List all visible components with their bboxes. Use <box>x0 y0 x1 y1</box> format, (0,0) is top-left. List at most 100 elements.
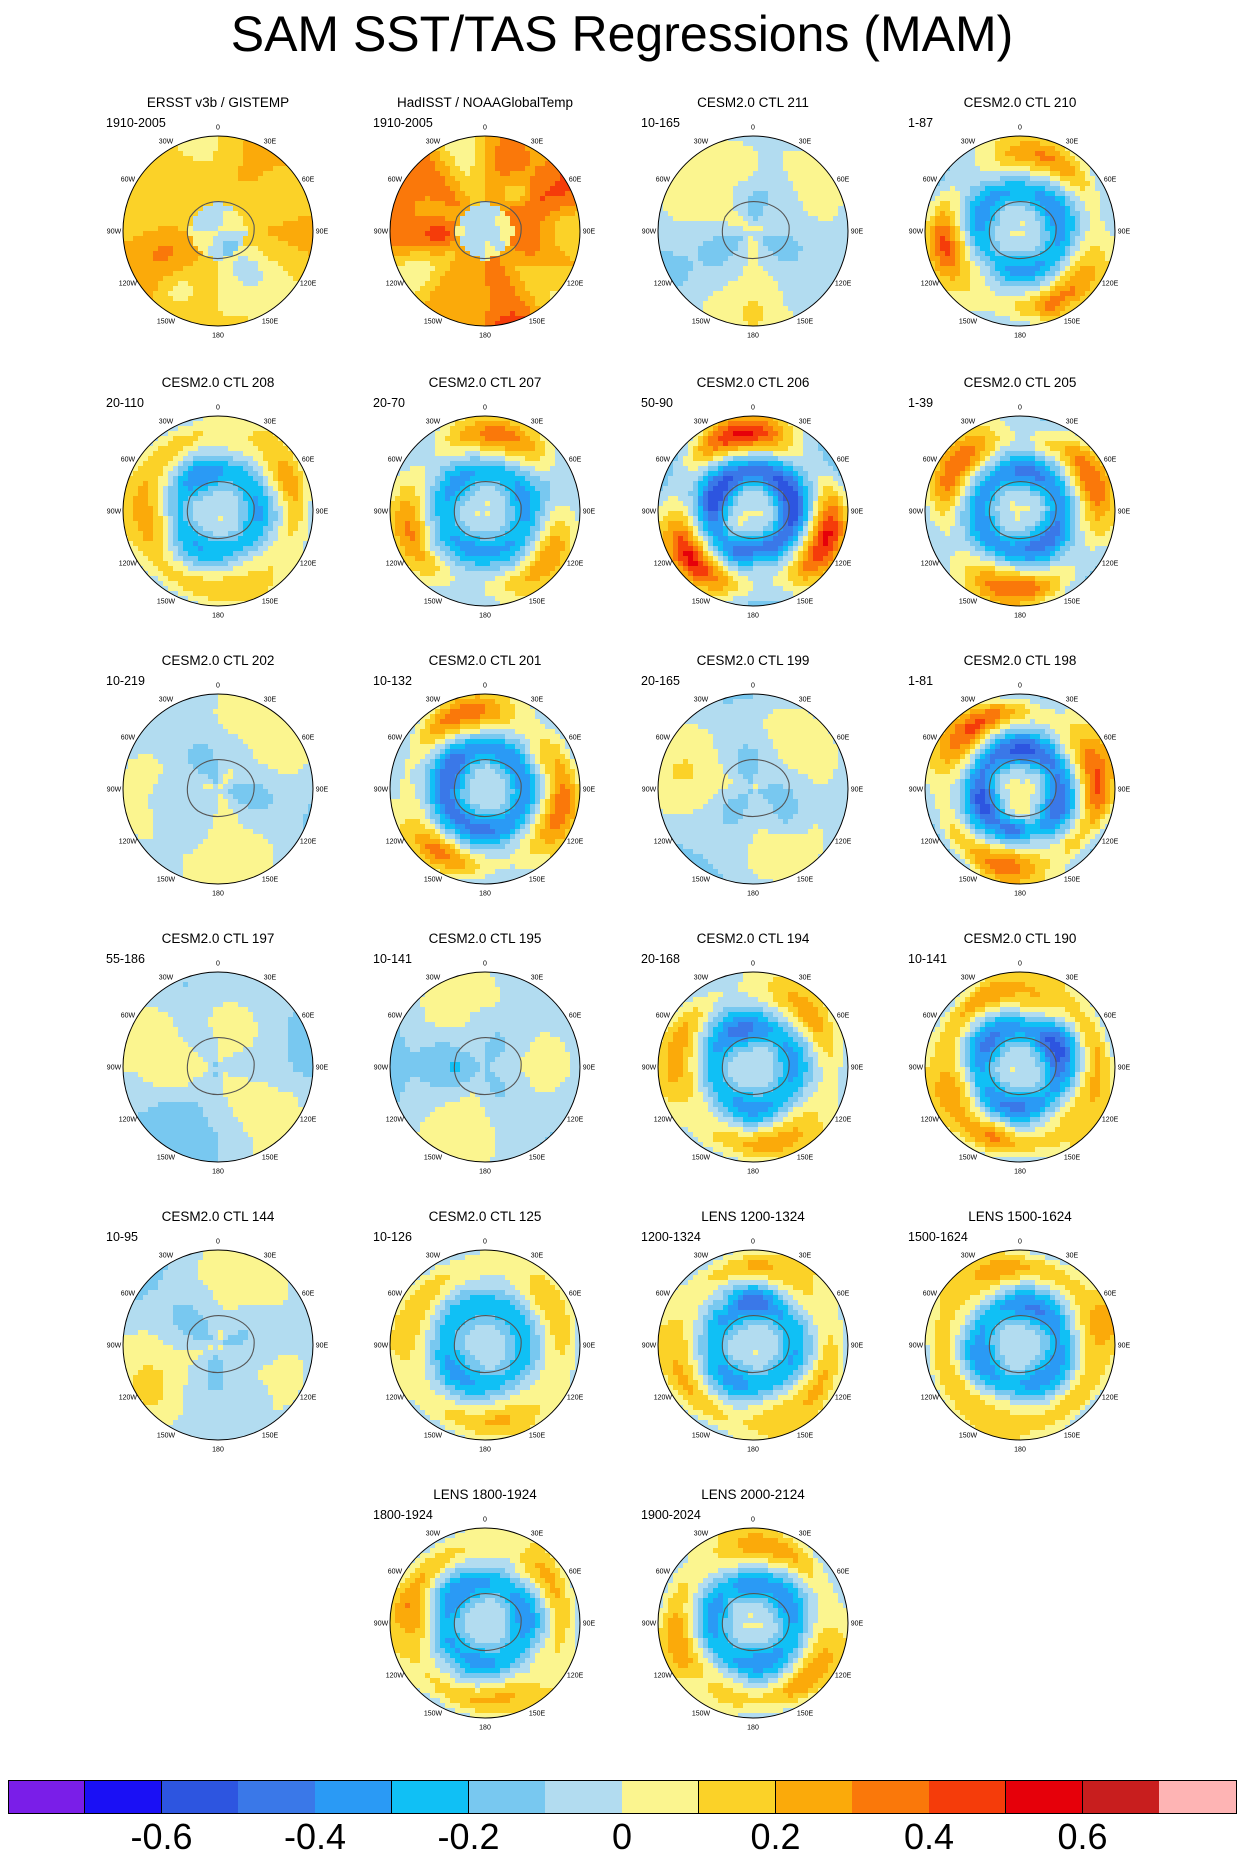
field-cell <box>228 216 234 222</box>
field-cell <box>178 261 184 267</box>
field-cell <box>1000 141 1006 147</box>
field-cell <box>470 196 476 202</box>
field-cell <box>213 251 219 257</box>
field-cell <box>495 241 501 247</box>
field-cell <box>693 246 699 252</box>
field-cell <box>238 266 244 272</box>
field-cell <box>1065 301 1071 307</box>
field-cell <box>440 166 446 172</box>
field-cell <box>158 301 164 307</box>
field-cell <box>818 211 824 217</box>
field-cell <box>693 296 699 302</box>
field-cell <box>555 236 561 242</box>
field-cell <box>515 301 521 307</box>
field-cell <box>545 191 551 197</box>
field-cell <box>268 306 274 312</box>
field-cell <box>1080 211 1086 217</box>
field-cell <box>158 296 164 302</box>
field-cell <box>183 181 189 187</box>
field-cell <box>1050 146 1056 152</box>
field-cell <box>995 171 1001 177</box>
field-cell <box>1050 236 1056 242</box>
field-cell <box>188 231 194 237</box>
field-cell <box>278 216 284 222</box>
field-cell <box>828 281 834 287</box>
field-cell <box>570 216 576 222</box>
field-cell <box>475 316 481 322</box>
field-cell <box>758 201 764 207</box>
field-cell <box>723 301 729 307</box>
field-cell <box>935 236 941 242</box>
field-cell <box>218 231 224 237</box>
field-cell <box>768 301 774 307</box>
field-cell <box>930 246 936 252</box>
field-cell <box>273 246 279 252</box>
field-cell <box>1025 211 1031 217</box>
field-cell <box>560 206 566 212</box>
field-cell <box>253 161 259 167</box>
field-cell <box>1090 221 1096 227</box>
field-cell <box>258 211 264 217</box>
field-cell <box>1065 291 1071 297</box>
field-cell <box>783 146 789 152</box>
field-cell <box>525 286 531 292</box>
field-cell <box>233 151 239 157</box>
field-cell <box>213 281 219 287</box>
field-cell <box>198 321 204 326</box>
field-cell <box>555 196 561 202</box>
field-cell <box>288 181 294 187</box>
field-cell <box>803 216 809 222</box>
field-cell <box>535 241 541 247</box>
field-cell <box>793 311 799 317</box>
field-cell <box>970 206 976 212</box>
field-cell <box>748 176 754 182</box>
field-cell <box>758 271 764 277</box>
field-cell <box>1035 271 1041 277</box>
field-cell <box>158 281 164 287</box>
field-cell <box>555 221 561 227</box>
field-cell <box>153 251 159 257</box>
field-cell <box>470 251 476 257</box>
field-cell <box>1045 181 1051 187</box>
field-cell <box>1100 191 1106 197</box>
field-cell <box>1030 231 1036 237</box>
field-cell <box>708 166 714 172</box>
field-cell <box>198 146 204 152</box>
field-cell <box>238 191 244 197</box>
field-cell <box>193 431 199 437</box>
field-cell <box>793 241 799 247</box>
field-cell <box>228 316 234 322</box>
field-cell <box>673 221 679 227</box>
field-cell <box>570 241 576 247</box>
field-cell <box>525 211 531 217</box>
field-cell <box>545 226 551 232</box>
field-cell <box>1080 176 1086 182</box>
field-cell <box>935 266 941 272</box>
field-cell <box>258 171 264 177</box>
field-cell <box>1040 301 1046 307</box>
field-cell <box>133 191 139 197</box>
field-cell <box>1000 241 1006 247</box>
field-cell <box>410 176 416 182</box>
field-cell <box>480 166 486 172</box>
field-cell <box>758 306 764 312</box>
field-cell <box>555 186 561 192</box>
field-cell <box>173 256 179 262</box>
field-cell <box>520 246 526 252</box>
field-cell <box>183 226 189 232</box>
field-cell <box>658 241 664 247</box>
field-cell <box>198 276 204 282</box>
field-cell <box>1060 176 1066 182</box>
field-cell <box>168 156 174 162</box>
field-cell <box>550 206 556 212</box>
field-cell <box>970 191 976 197</box>
field-cell <box>128 241 134 247</box>
field-cell <box>793 176 799 182</box>
field-cell <box>1055 266 1061 272</box>
field-cell <box>470 261 476 267</box>
field-cell <box>213 241 219 247</box>
field-cell <box>688 256 694 262</box>
field-cell <box>520 301 526 307</box>
field-cell <box>788 241 794 247</box>
field-cell <box>163 196 169 202</box>
